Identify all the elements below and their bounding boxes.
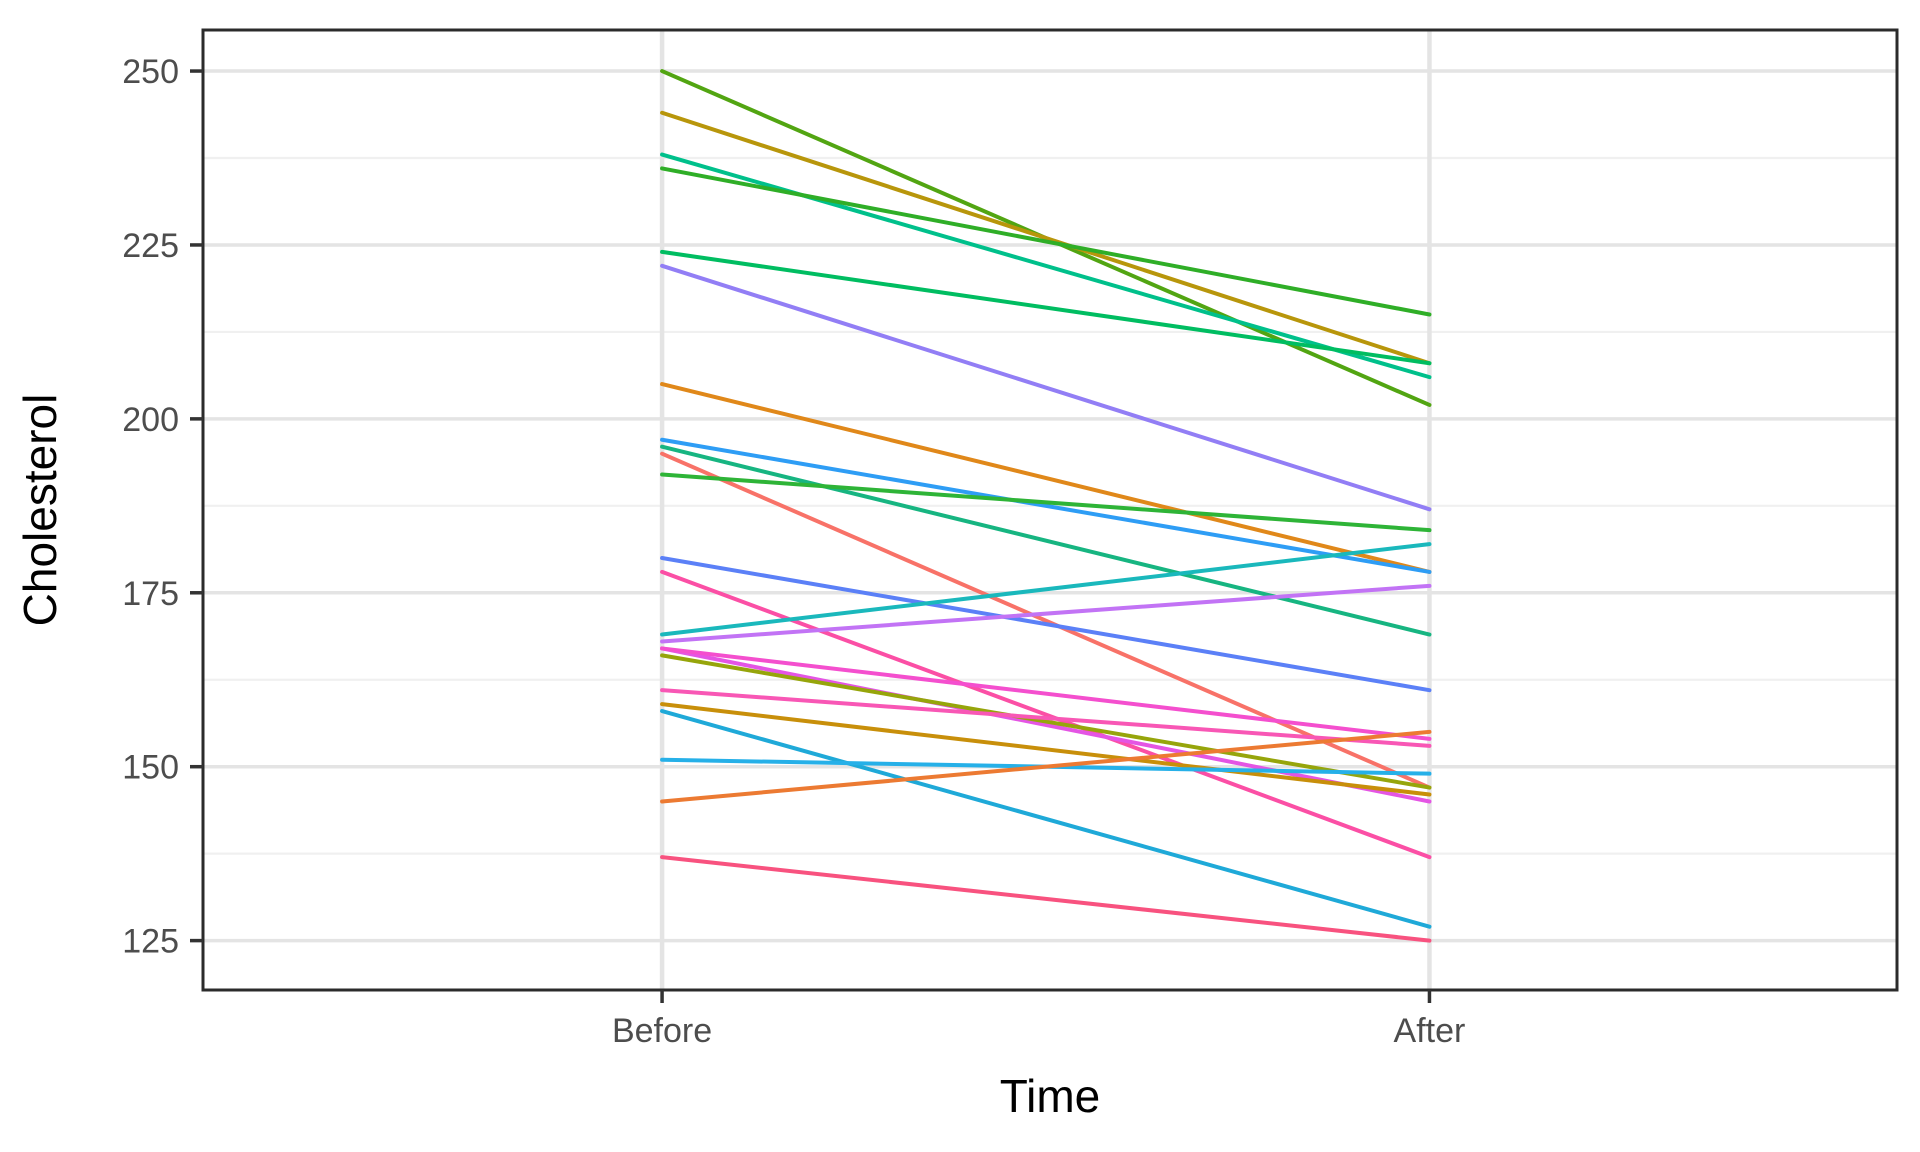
subject-10-line (660, 451, 1432, 790)
subject-09-line (660, 444, 1432, 637)
axis-tick-labels: 125 150 175 200 225 250 Before After (122, 53, 1465, 1050)
x-tick-label: After (1394, 1012, 1466, 1050)
data-lines (660, 69, 1432, 943)
subject-21-line (660, 709, 1432, 929)
subject-05-line (660, 249, 1432, 366)
subject-14-line (660, 542, 1432, 637)
subject-16-line (660, 646, 1432, 804)
subject-17-line (660, 646, 1432, 741)
y-tick-label: 250 (122, 53, 179, 91)
panel-border (201, 28, 1899, 992)
x-axis-title: Time (1000, 1070, 1101, 1122)
subject-23-line (660, 729, 1432, 804)
plot-panel (203, 30, 1897, 990)
subject-19-line (660, 688, 1432, 748)
y-tick-label: 225 (122, 227, 179, 265)
subject-07-line (660, 382, 1432, 574)
y-tick-label: 200 (122, 401, 179, 439)
subject-18-line (660, 653, 1432, 790)
axis-ticks (190, 69, 1432, 1003)
y-tick-label: 125 (122, 923, 179, 961)
subject-02-line (660, 110, 1432, 366)
subject-12-line (660, 556, 1432, 693)
y-tick-label: 175 (122, 575, 179, 613)
subject-08-line (660, 437, 1432, 574)
subject-20-line (660, 702, 1432, 797)
y-axis-title: Cholesterol (14, 394, 66, 627)
subject-15-line (660, 583, 1432, 644)
x-tick-label: Before (612, 1012, 712, 1050)
subject-04-line (660, 166, 1432, 317)
subject-06-line (660, 263, 1432, 512)
y-tick-label: 150 (122, 749, 179, 787)
subject-24-line (660, 855, 1432, 943)
subject-11-line (660, 472, 1432, 533)
